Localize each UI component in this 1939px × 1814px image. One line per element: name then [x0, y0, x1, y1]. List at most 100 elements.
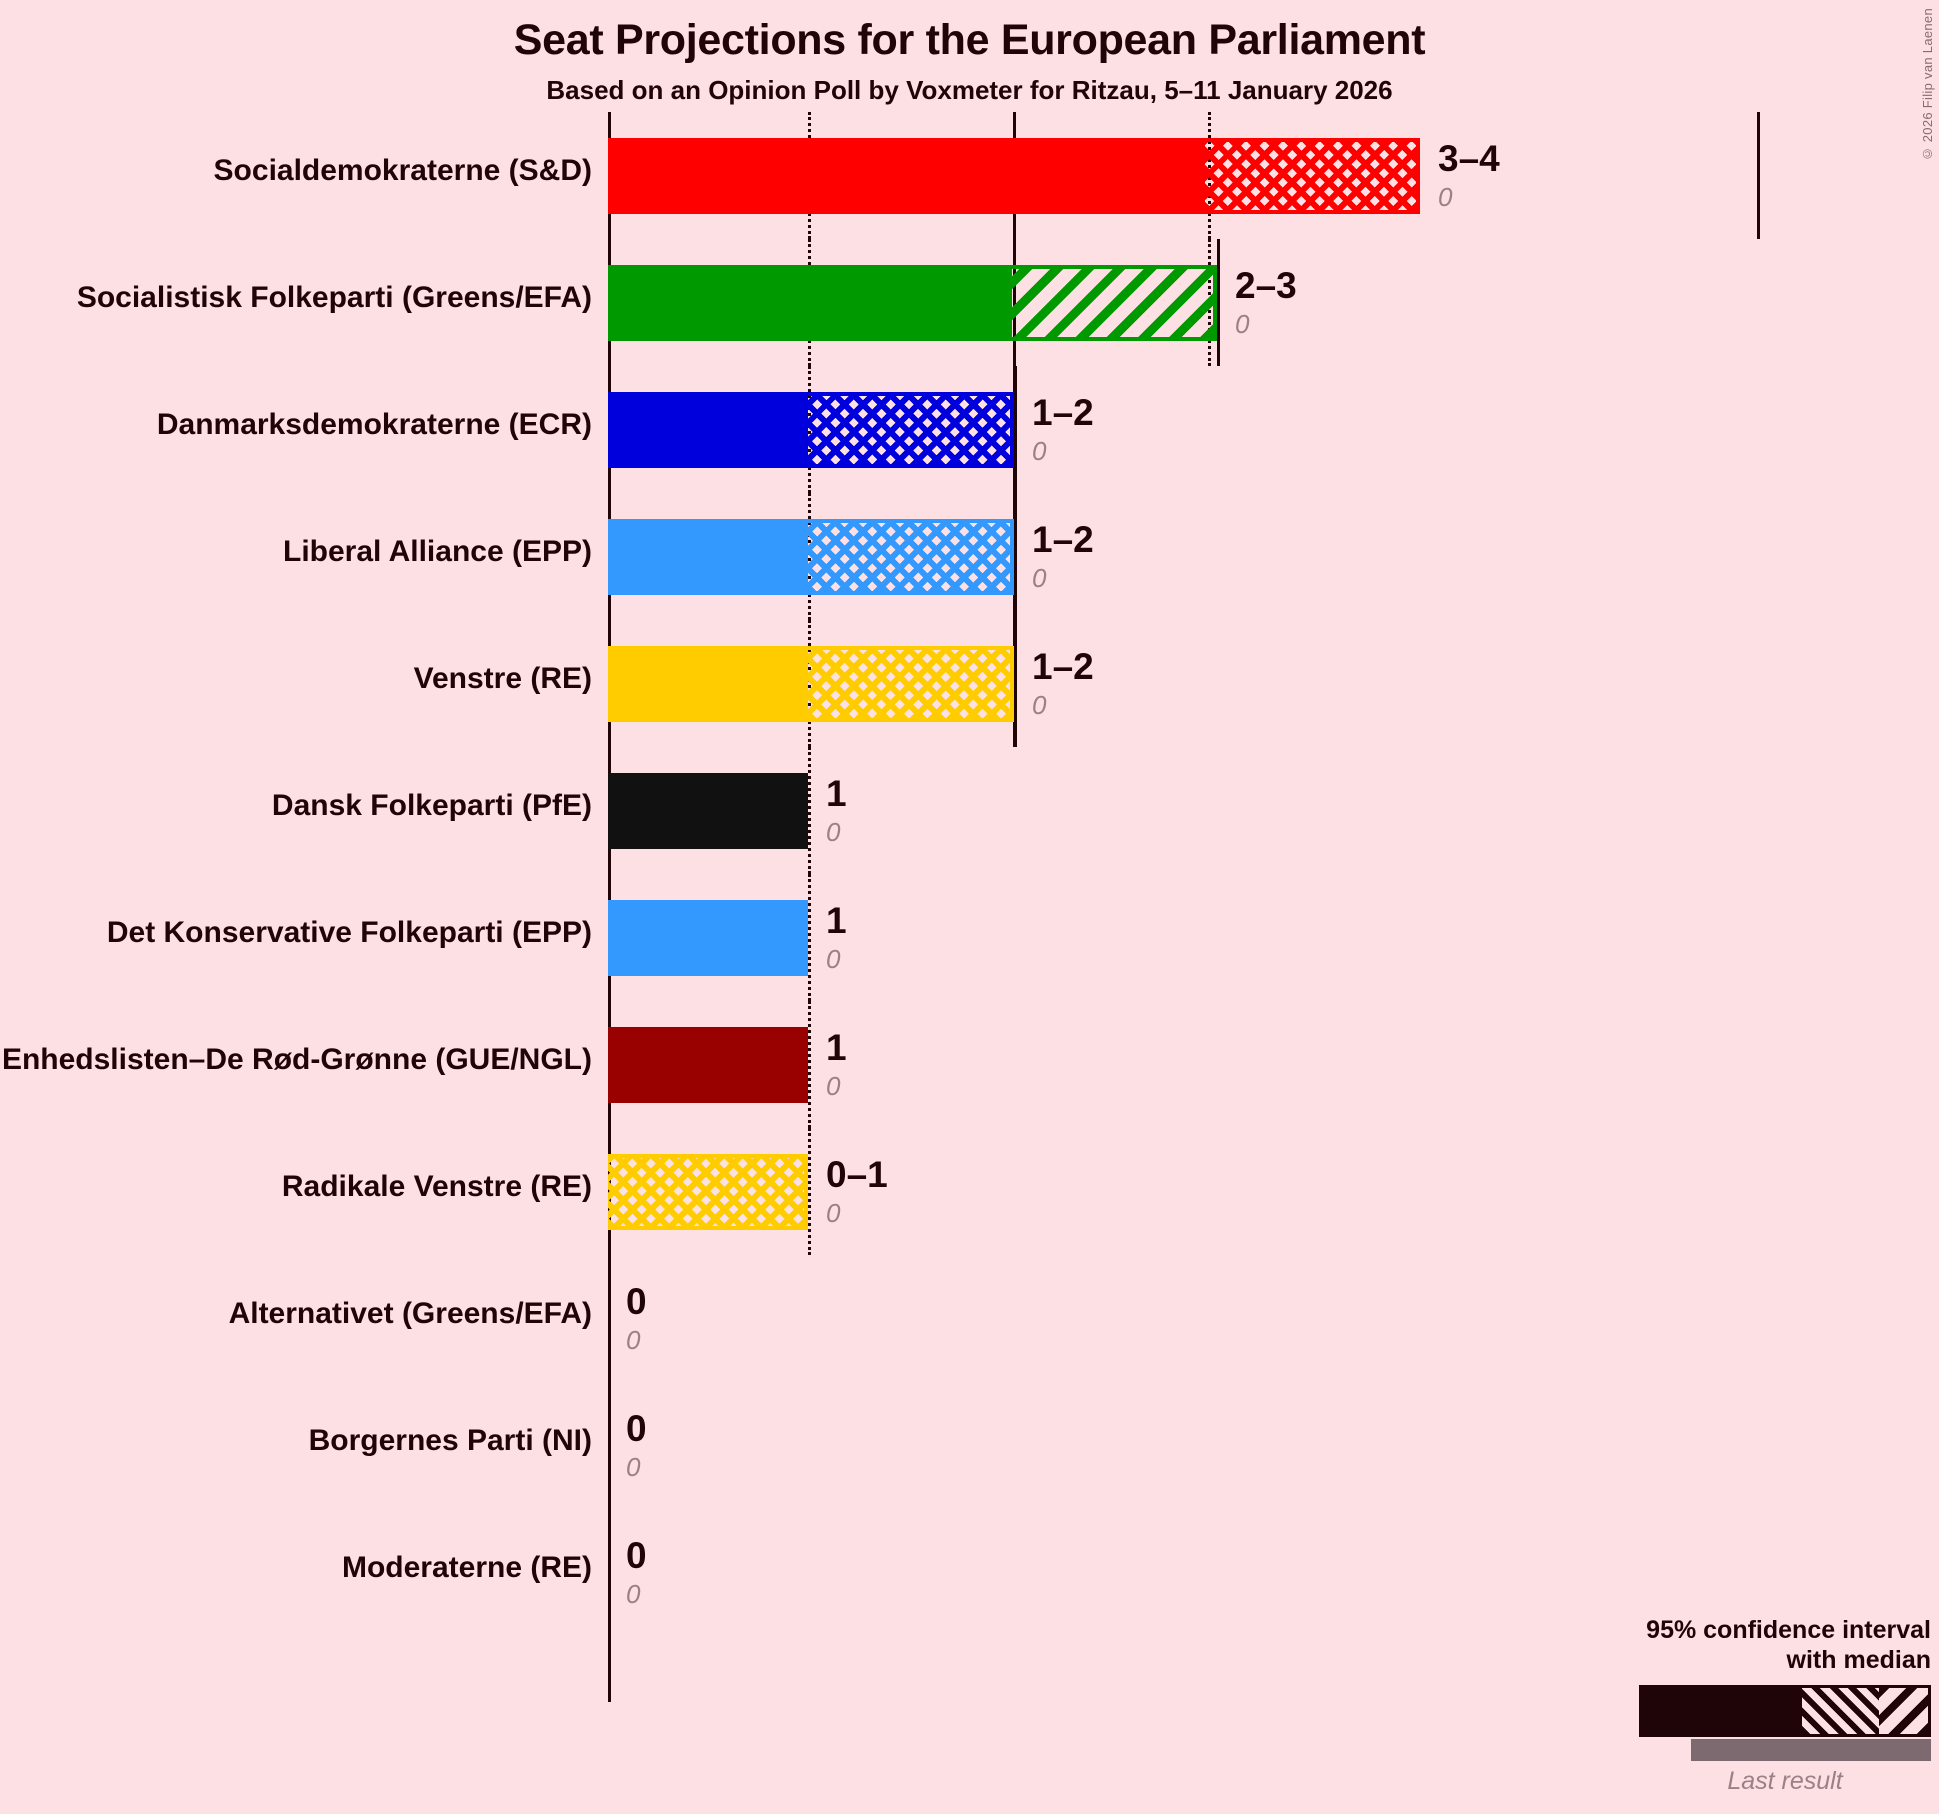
bar-end-tick [1014, 493, 1017, 620]
party-label: Radikale Venstre (RE) [281, 1170, 592, 1203]
party-label: Socialistisk Folkeparti (Greens/EFA) [76, 281, 592, 314]
last-result-label: 0 [1032, 436, 1047, 466]
legend-line-1: 95% confidence interval [1646, 1616, 1931, 1644]
party-label: Socialdemokraterne (S&D) [213, 154, 592, 187]
bar-segment-median [608, 519, 808, 595]
bar-row: Alternativet (Greens/EFA) 0 0 [229, 1255, 1939, 1382]
last-result-label: 0 [826, 1198, 841, 1228]
bar-end-tick [1014, 366, 1017, 493]
party-label: Venstre (RE) [413, 662, 592, 695]
bar[interactable] [608, 773, 808, 849]
party-label: Dansk Folkeparti (PfE) [271, 789, 592, 822]
chart-plot-area: Socialdemokraterne (S&D) 3–4 0 Socialistisk… [2, 112, 1939, 1814]
gridline-dotted [808, 747, 811, 874]
legend-last-result-bar [1691, 1739, 1931, 1761]
last-result-label: 0 [626, 1325, 641, 1355]
last-result-label: 0 [826, 817, 841, 847]
bar-segment-confidence-cross [808, 646, 1014, 722]
party-label: Danmarksdemokraterne (ECR) [156, 408, 592, 441]
confidence-interval-label: 3–4 [1438, 138, 1500, 179]
last-result-label: 0 [826, 944, 841, 974]
value-labels: 3–4 0 [1438, 140, 1500, 213]
last-result-label: 0 [626, 1579, 641, 1609]
bar[interactable] [608, 138, 1420, 214]
bar[interactable] [608, 265, 1217, 341]
confidence-interval-label: 1–2 [1032, 646, 1094, 687]
confidence-interval-label: 1–2 [1032, 392, 1094, 433]
bar-row: Dansk Folkeparti (PfE) 1 0 [272, 747, 1939, 874]
gridline-dotted [808, 1128, 811, 1255]
bar[interactable] [608, 646, 1014, 722]
bar[interactable] [608, 519, 1014, 595]
confidence-interval-label: 1 [826, 900, 847, 941]
value-labels: 1–2 0 [1032, 648, 1094, 721]
legend-cross-segment [1802, 1688, 1880, 1734]
bar[interactable] [608, 392, 1014, 468]
bar[interactable] [608, 1154, 808, 1230]
legend-line-2: with median [1786, 1646, 1931, 1674]
bar-segment-confidence-cross [1205, 138, 1420, 214]
chart-legend: 95% confidence interval with median Last… [1511, 1615, 1931, 1796]
legend-median-segment [1642, 1688, 1802, 1734]
bar[interactable] [608, 1027, 808, 1103]
bar-end-tick [1014, 620, 1017, 747]
confidence-interval-label: 2–3 [1235, 265, 1297, 306]
last-result-label: 0 [1032, 563, 1047, 593]
bar-row: Det Konservative Folkeparti (EPP) 1 0 [107, 874, 1939, 1001]
bar-row: Socialdemokraterne (S&D) 3–4 0 [214, 112, 1939, 239]
bar-row: Borgernes Parti (NI) 0 0 [309, 1382, 1939, 1509]
last-result-label: 0 [1235, 309, 1250, 339]
confidence-interval-label: 0 [626, 1408, 647, 1449]
bar[interactable] [608, 900, 808, 976]
last-result-label: 0 [826, 1071, 841, 1101]
confidence-interval-label: 1 [826, 773, 847, 814]
confidence-interval-label: 0 [626, 1535, 647, 1576]
value-labels: 2–3 0 [1235, 267, 1297, 340]
gridline-dotted [808, 1001, 811, 1128]
gridline-dotted [808, 874, 811, 1001]
value-labels: 1–2 0 [1032, 394, 1094, 467]
last-result-label: 0 [1032, 690, 1047, 720]
legend-interval-bar [1639, 1685, 1931, 1737]
confidence-interval-label: 1 [826, 1027, 847, 1068]
party-label: Det Konservative Folkeparti (EPP) [106, 916, 592, 949]
last-result-label: 0 [626, 1452, 641, 1482]
bar-row: Danmarksdemokraterne (ECR) 1–2 0 [157, 366, 1939, 493]
bar-row: Enhedslisten–De Rød-Grønne (GUE/NGL) 1 0 [2, 1001, 1939, 1128]
bar-segment-median [608, 900, 808, 976]
legend-diag-segment [1879, 1688, 1928, 1734]
party-label: Enhedslisten–De Rød-Grønne (GUE/NGL) [1, 1043, 592, 1076]
value-labels: 0–1 0 [826, 1156, 888, 1229]
bar-end-tick [1757, 112, 1760, 239]
bar-segment-median [608, 1027, 808, 1103]
bar-row: Socialistisk Folkeparti (Greens/EFA) 2–3 0 [77, 239, 1939, 366]
confidence-interval-label: 0–1 [826, 1154, 888, 1195]
value-labels: 1–2 0 [1032, 521, 1094, 594]
bar-segment-median [608, 646, 808, 722]
page-subtitle: Based on an Opinion Poll by Voxmeter for… [546, 75, 1393, 105]
bar-segment-median [608, 265, 1012, 341]
bar-row: Venstre (RE) 1–2 0 [414, 620, 1939, 747]
bar-segment-median [608, 392, 808, 468]
party-label: Alternativet (Greens/EFA) [228, 1297, 592, 1330]
party-label: Liberal Alliance (EPP) [283, 535, 592, 568]
bar-segment-confidence-diag [1012, 265, 1217, 341]
last-result-label: 0 [1438, 182, 1453, 212]
bar-row: Radikale Venstre (RE) 0–1 0 [282, 1128, 1939, 1255]
bar-row: Liberal Alliance (EPP) 1–2 0 [283, 493, 1939, 620]
party-label: Moderaterne (RE) [341, 1551, 592, 1584]
bar-segment-confidence-cross [608, 1154, 808, 1230]
page-title: Seat Projections for the European Parlia… [513, 16, 1426, 64]
confidence-interval-label: 1–2 [1032, 519, 1094, 560]
bar-row: Moderaterne (RE) 0 0 [342, 1509, 1939, 1636]
bar-segment-confidence-cross [808, 519, 1014, 595]
bar-end-tick [1217, 239, 1220, 366]
bar-segment-median [608, 138, 1205, 214]
bar-segment-median [608, 773, 808, 849]
